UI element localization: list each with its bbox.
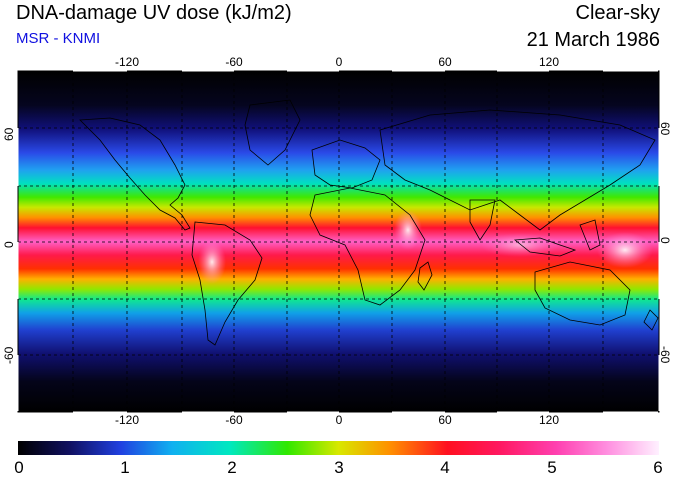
lon-tick-bottom: -60 <box>225 413 243 427</box>
lon-tick-top: -60 <box>225 55 243 69</box>
lon-tick-top: 120 <box>538 55 560 69</box>
colorbar-label: 1 <box>120 458 130 477</box>
map-date: 21 March 1986 <box>526 29 660 51</box>
lon-tick-bottom: -120 <box>114 413 140 427</box>
colorbar-label: 4 <box>440 458 450 477</box>
lon-tick-bottom: 60 <box>438 413 452 427</box>
colorbar-label: 5 <box>547 458 557 477</box>
lon-tick-bottom: 0 <box>335 413 343 427</box>
colorbar-label: 2 <box>227 458 237 477</box>
map-title: DNA-damage UV dose (kJ/m2) <box>16 2 292 24</box>
map-source: MSR - KNMI <box>16 30 101 47</box>
frame-ticks <box>15 68 662 415</box>
lon-tick-top: 0 <box>335 55 343 69</box>
lat-tick-left: -60 <box>2 346 16 364</box>
sky-condition: Clear-sky <box>575 2 660 24</box>
colorbar-label: 3 <box>334 458 344 477</box>
lon-tick-bottom: 120 <box>538 413 560 427</box>
andes-high-dose <box>198 240 226 284</box>
colorbar-label: 6 <box>653 458 663 477</box>
lat-tick-left: 0 <box>2 241 16 248</box>
lon-tick-top: -120 <box>114 55 140 69</box>
east-africa-high-dose <box>394 210 422 250</box>
graticule <box>18 71 659 412</box>
pacific-high-dose <box>597 232 653 268</box>
lon-tick-top: 60 <box>438 55 452 69</box>
colorbar <box>18 441 659 455</box>
colorbar-label: 0 <box>14 458 24 477</box>
lat-tick-right: 60 <box>658 122 672 136</box>
uv-dose-field <box>18 71 659 412</box>
lat-tick-right: 0 <box>658 237 672 244</box>
lat-tick-right: -60 <box>658 346 672 364</box>
lat-tick-left: 60 <box>2 127 16 141</box>
indian-ocean-high-dose <box>480 233 560 257</box>
